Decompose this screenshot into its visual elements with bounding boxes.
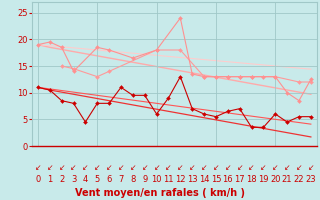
Text: 15: 15 [211,175,221,184]
Text: ↙: ↙ [236,163,243,172]
Text: 21: 21 [282,175,292,184]
Text: 16: 16 [222,175,233,184]
Text: ↙: ↙ [165,163,172,172]
Text: 22: 22 [294,175,304,184]
Text: ↙: ↙ [82,163,89,172]
Text: 2: 2 [59,175,64,184]
Text: 13: 13 [187,175,197,184]
Text: ↙: ↙ [225,163,231,172]
Text: ↙: ↙ [272,163,278,172]
Text: ↙: ↙ [141,163,148,172]
Text: ↙: ↙ [308,163,314,172]
Text: 7: 7 [118,175,124,184]
Text: 9: 9 [142,175,147,184]
Text: 19: 19 [258,175,269,184]
Text: ↙: ↙ [260,163,267,172]
Text: ↙: ↙ [59,163,65,172]
Text: ↙: ↙ [47,163,53,172]
Text: ↙: ↙ [106,163,112,172]
Text: 5: 5 [95,175,100,184]
Text: ↙: ↙ [70,163,77,172]
Text: 23: 23 [306,175,316,184]
Text: 11: 11 [163,175,174,184]
Text: ↙: ↙ [296,163,302,172]
Text: ↙: ↙ [248,163,255,172]
Text: 12: 12 [175,175,186,184]
Text: 4: 4 [83,175,88,184]
Text: 20: 20 [270,175,281,184]
Text: 8: 8 [130,175,136,184]
Text: ↙: ↙ [94,163,100,172]
Text: 1: 1 [47,175,52,184]
Text: ↙: ↙ [189,163,196,172]
Text: Vent moyen/en rafales ( km/h ): Vent moyen/en rafales ( km/h ) [75,188,245,198]
Text: 18: 18 [246,175,257,184]
Text: ↙: ↙ [177,163,184,172]
Text: ↙: ↙ [118,163,124,172]
Text: ↙: ↙ [130,163,136,172]
Text: ↙: ↙ [35,163,41,172]
Text: 10: 10 [151,175,162,184]
Text: 6: 6 [107,175,112,184]
Text: 3: 3 [71,175,76,184]
Text: 0: 0 [35,175,41,184]
Text: ↙: ↙ [153,163,160,172]
Text: 14: 14 [199,175,209,184]
Text: ↙: ↙ [213,163,219,172]
Text: ↙: ↙ [284,163,290,172]
Text: 17: 17 [234,175,245,184]
Text: ↙: ↙ [201,163,207,172]
